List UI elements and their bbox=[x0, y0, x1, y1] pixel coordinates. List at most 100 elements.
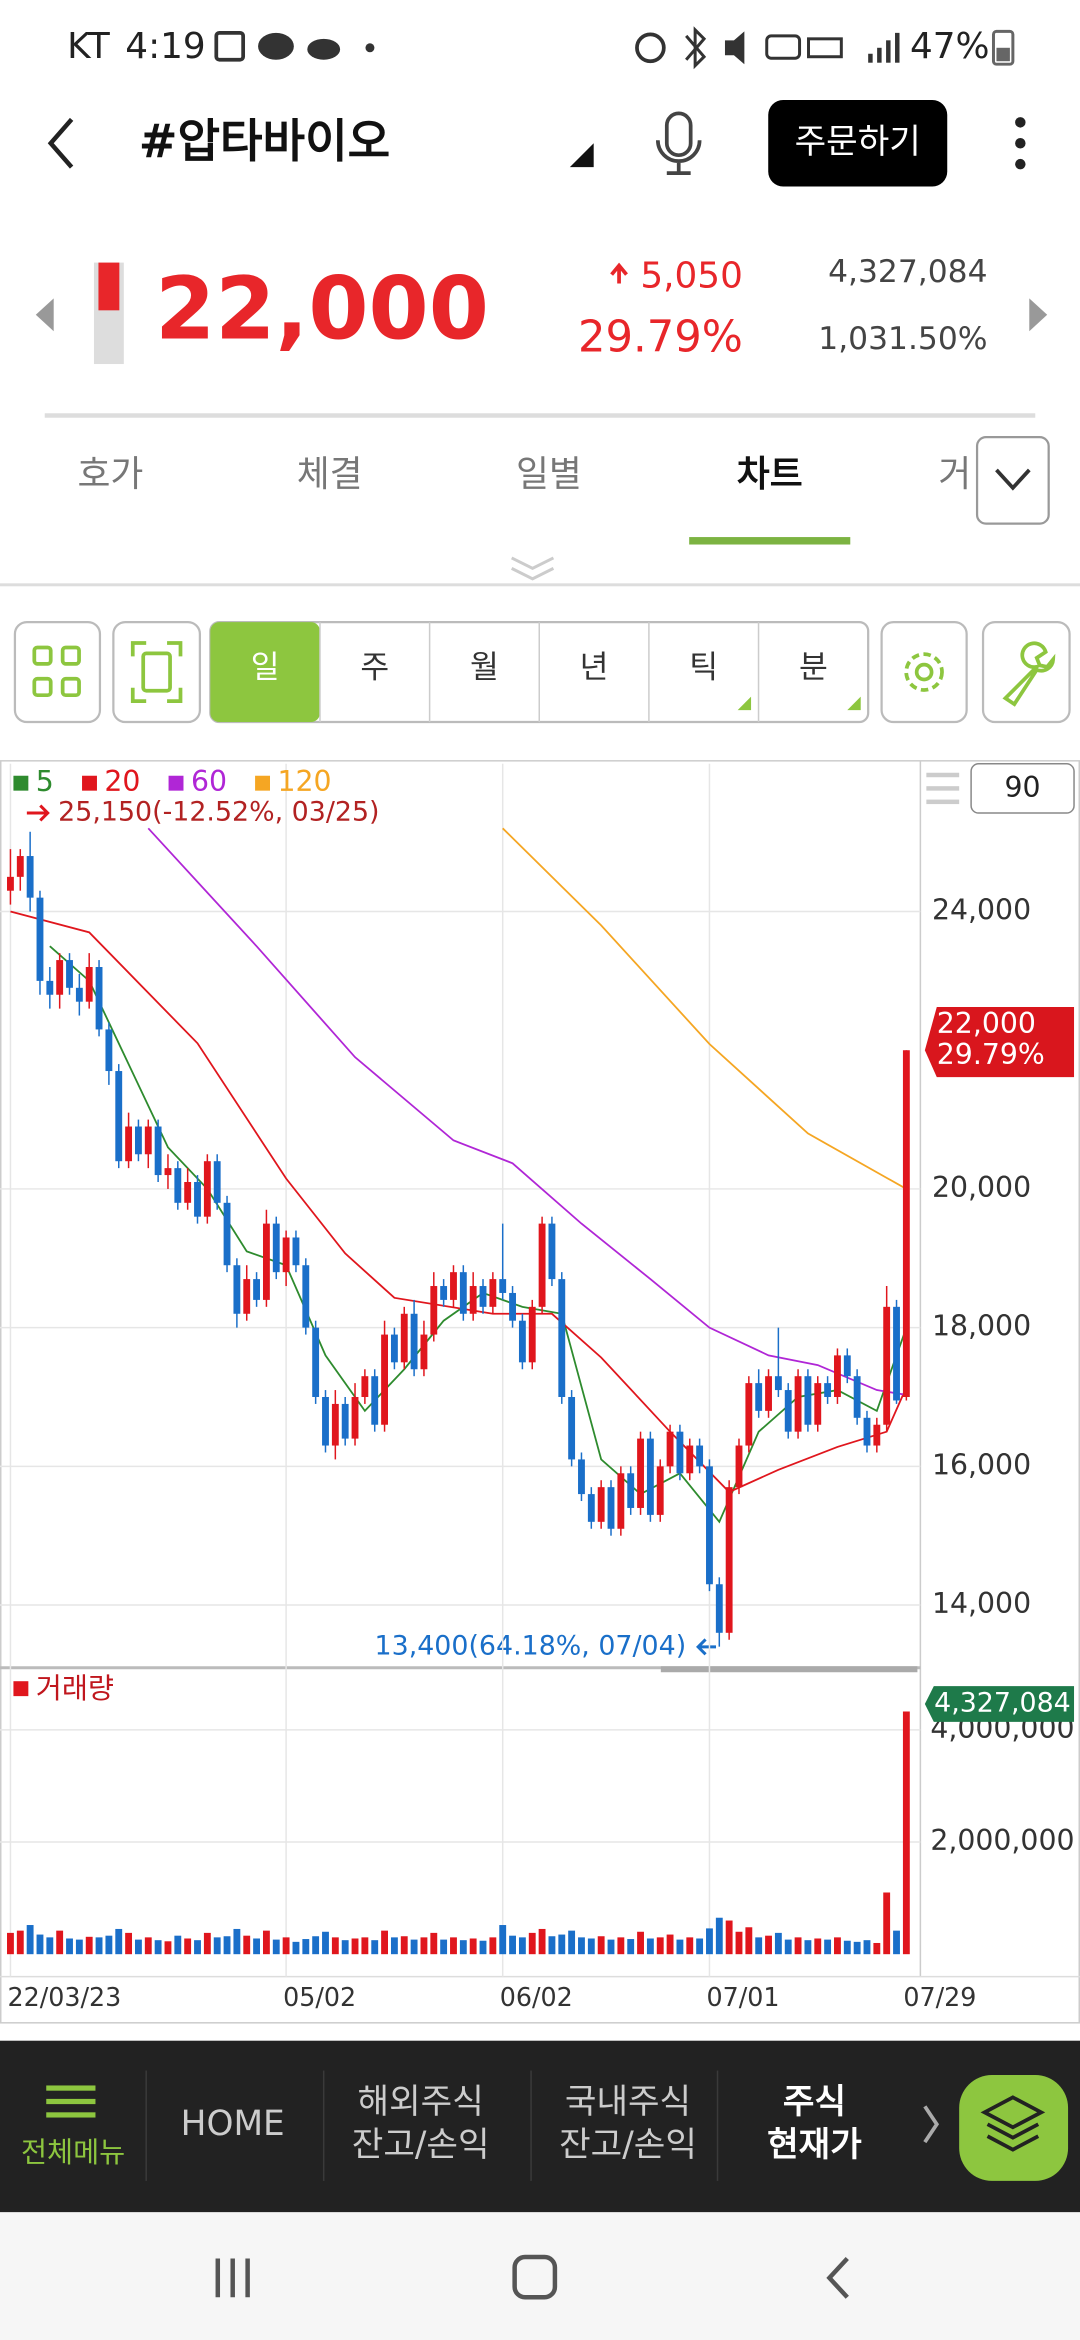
volume-bar bbox=[902, 1711, 910, 1955]
volume-bar bbox=[46, 1937, 54, 1955]
candle-body bbox=[390, 1334, 398, 1363]
period-count-box[interactable] bbox=[970, 763, 1075, 814]
divider bbox=[0, 583, 1080, 587]
period-count[interactable]: 90 bbox=[1005, 771, 1041, 804]
candle-body bbox=[361, 1376, 369, 1397]
moving-average-line bbox=[147, 827, 907, 1396]
candle-body bbox=[292, 1237, 300, 1266]
nav-item[interactable]: 국내주식 bbox=[565, 2082, 691, 2122]
volume-bar bbox=[272, 1939, 280, 1955]
system-buttons[interactable] bbox=[215, 2254, 849, 2300]
period-button[interactable]: 주 bbox=[360, 649, 389, 685]
nav-item[interactable]: 주식 bbox=[783, 2082, 846, 2122]
volume-bar bbox=[469, 1938, 477, 1955]
tab-more[interactable] bbox=[975, 436, 1050, 525]
volume-bar bbox=[568, 1930, 576, 1955]
volume-bar bbox=[430, 1932, 438, 1955]
price-tag-rate: 29.79% bbox=[937, 1038, 1045, 1071]
candle-body bbox=[272, 1223, 280, 1273]
moving-average-line bbox=[502, 827, 907, 1190]
nav-scroll-arrow[interactable] bbox=[923, 2105, 940, 2144]
tab[interactable]: 일별 bbox=[516, 454, 582, 495]
volume-bar bbox=[637, 1931, 644, 1955]
candle-body bbox=[46, 980, 54, 995]
candle-body bbox=[893, 1306, 900, 1401]
candle-body bbox=[164, 1168, 172, 1176]
change-rate: 29.79% bbox=[578, 313, 743, 363]
settings-button[interactable] bbox=[880, 620, 968, 724]
volume-bar bbox=[390, 1937, 398, 1955]
candle-body bbox=[430, 1286, 438, 1335]
volume-bar bbox=[597, 1936, 605, 1955]
back-button[interactable] bbox=[47, 117, 74, 169]
layout-button[interactable] bbox=[13, 620, 102, 724]
volume-bar bbox=[696, 1938, 704, 1955]
volume-bar bbox=[7, 1932, 14, 1955]
next-stock[interactable] bbox=[1029, 298, 1048, 332]
volume-bar bbox=[607, 1939, 615, 1955]
expand-handle[interactable] bbox=[510, 556, 555, 581]
more-menu[interactable] bbox=[1015, 117, 1026, 170]
nav-item[interactable]: 전체메뉴 bbox=[21, 2136, 125, 2169]
period-button[interactable]: 월 bbox=[470, 649, 499, 685]
candle-body bbox=[578, 1459, 585, 1495]
prev-stock[interactable] bbox=[35, 298, 54, 332]
candle-body bbox=[489, 1279, 497, 1307]
period-button[interactable]: 틱 bbox=[689, 649, 718, 685]
divider bbox=[44, 413, 1036, 418]
nav-item[interactable]: 잔고/손익 bbox=[559, 2125, 697, 2165]
volume-bar bbox=[144, 1937, 152, 1955]
candle-body bbox=[479, 1286, 487, 1307]
candle-body bbox=[282, 1237, 290, 1273]
legend-label: 5 bbox=[36, 765, 54, 798]
candle-body bbox=[125, 1126, 133, 1162]
candle-body bbox=[26, 856, 34, 898]
volume-bar bbox=[450, 1937, 457, 1955]
candle-body bbox=[16, 856, 24, 877]
candle-body bbox=[66, 960, 73, 988]
price-change: 5,050 bbox=[640, 256, 742, 297]
candle-body bbox=[223, 1202, 231, 1266]
candle-body bbox=[794, 1376, 802, 1432]
volume-tag bbox=[924, 1686, 1075, 1722]
tab[interactable]: 체결 bbox=[297, 454, 363, 495]
tab[interactable]: 차트 bbox=[737, 454, 803, 495]
volume-bar bbox=[558, 1934, 566, 1955]
mic-button[interactable] bbox=[655, 111, 702, 175]
tab[interactable]: 호가 bbox=[77, 454, 143, 495]
high-annotation: 25,150(-12.52%, 03/25) bbox=[58, 797, 379, 828]
volume-bar bbox=[351, 1938, 359, 1955]
order-button[interactable] bbox=[768, 99, 948, 187]
volume-bar bbox=[814, 1938, 822, 1955]
volume-bar bbox=[715, 1917, 723, 1955]
tools-button[interactable] bbox=[981, 620, 1071, 724]
period-button[interactable]: 일 bbox=[251, 649, 280, 685]
volume-bar bbox=[578, 1937, 585, 1955]
candle-body bbox=[243, 1279, 251, 1314]
candle-body bbox=[745, 1383, 753, 1446]
candle-body bbox=[351, 1396, 359, 1439]
candle-body bbox=[253, 1279, 261, 1300]
period-button[interactable]: 년 bbox=[580, 649, 609, 685]
nav-item[interactable]: 현재가 bbox=[767, 2125, 862, 2165]
nav-item[interactable]: 잔고/손익 bbox=[352, 2125, 490, 2165]
price-tag bbox=[924, 1006, 1075, 1078]
period-button[interactable]: 분 bbox=[799, 649, 828, 685]
stock-title[interactable]: #압타바이오 bbox=[139, 114, 390, 168]
candle-body bbox=[95, 967, 103, 1030]
legend-label: 20 bbox=[104, 765, 140, 798]
chart-menu[interactable] bbox=[926, 772, 960, 805]
candle-body bbox=[233, 1265, 241, 1314]
nav-item[interactable]: 해외주식 bbox=[358, 2082, 484, 2122]
order-button-label[interactable]: 주문하기 bbox=[795, 122, 921, 162]
title-dropdown[interactable] bbox=[569, 143, 594, 168]
volume-bar bbox=[341, 1940, 349, 1955]
fullscreen-button[interactable] bbox=[112, 620, 202, 724]
candle-body bbox=[36, 897, 44, 981]
volume-bar bbox=[893, 1930, 900, 1955]
nav-item[interactable]: HOME bbox=[181, 2104, 285, 2144]
tab[interactable]: 거 bbox=[938, 454, 971, 495]
